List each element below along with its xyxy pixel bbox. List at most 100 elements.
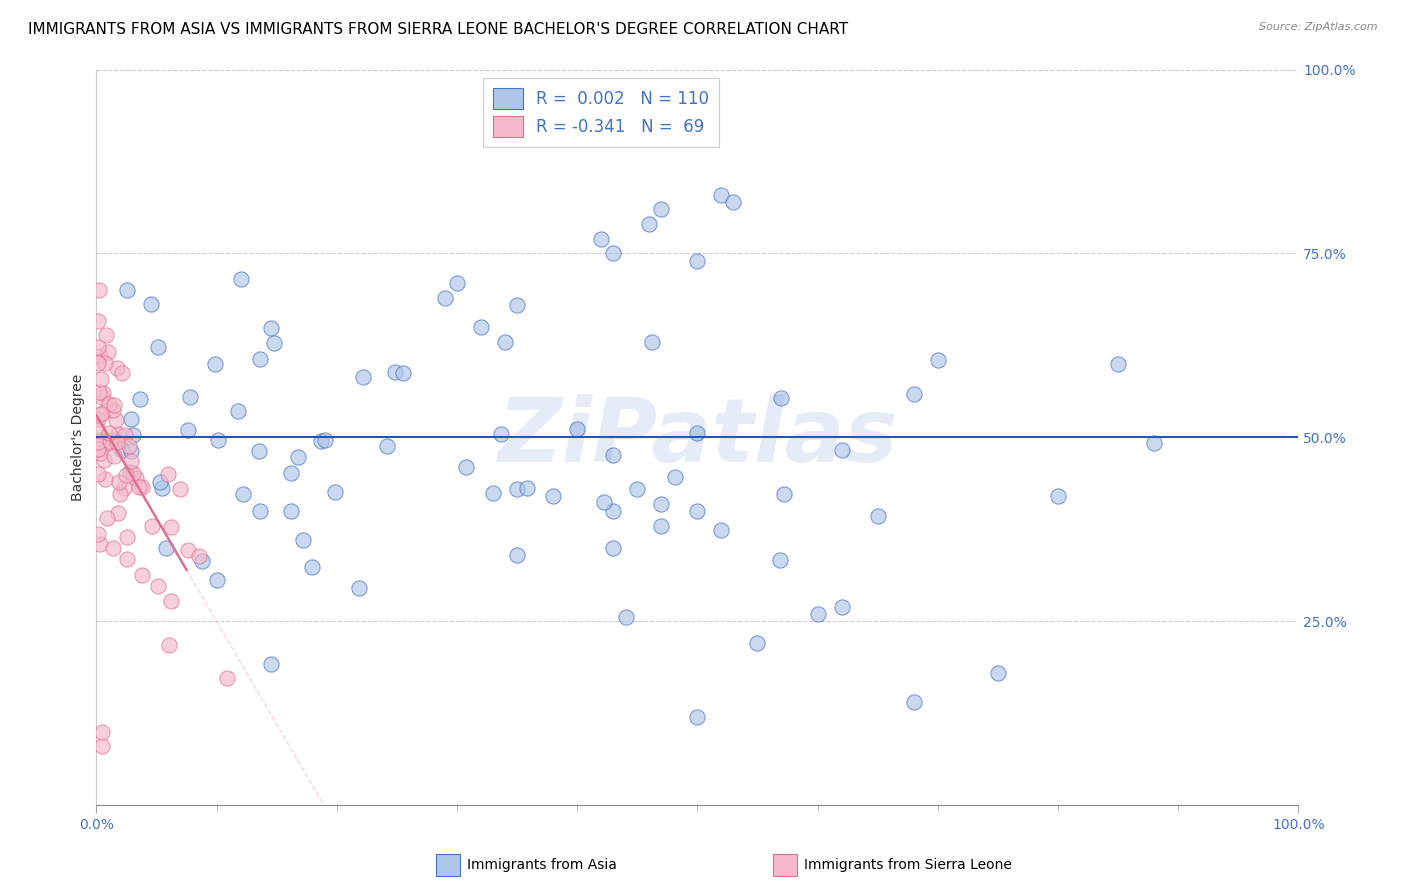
- Point: [260, 321, 283, 335]
- Point: [89, 350, 111, 364]
- Point: [263, 336, 285, 351]
- Point: [97, 397, 120, 411]
- Point: [481, 486, 503, 500]
- Point: [226, 404, 249, 418]
- Point: [177, 542, 200, 557]
- Point: [903, 695, 925, 709]
- Point: [187, 549, 209, 563]
- Point: [87, 385, 110, 400]
- Point: [866, 508, 889, 523]
- Point: [280, 466, 302, 480]
- Point: [831, 599, 853, 614]
- Point: [772, 487, 794, 501]
- Point: [107, 506, 129, 520]
- Point: [93, 386, 115, 401]
- Point: [309, 434, 332, 449]
- Point: [456, 460, 478, 475]
- Point: [1143, 436, 1166, 450]
- Point: [90, 406, 112, 420]
- Point: [169, 482, 191, 496]
- Point: [122, 466, 145, 480]
- Point: [392, 366, 415, 380]
- Point: [120, 465, 142, 479]
- Point: [98, 435, 121, 450]
- Point: [112, 481, 135, 495]
- Point: [94, 356, 117, 370]
- Point: [602, 541, 624, 555]
- Point: [86, 340, 108, 354]
- Point: [97, 344, 120, 359]
- Point: [101, 403, 124, 417]
- Point: [120, 454, 142, 468]
- Point: [103, 541, 125, 556]
- Point: [650, 518, 672, 533]
- Point: [664, 470, 686, 484]
- Point: [323, 485, 346, 500]
- Point: [90, 371, 112, 385]
- Point: [131, 567, 153, 582]
- Point: [89, 446, 111, 460]
- Point: [179, 390, 201, 404]
- Point: [155, 541, 177, 556]
- Point: [125, 471, 148, 485]
- Point: [149, 475, 172, 489]
- Point: [87, 283, 110, 297]
- Point: [111, 442, 134, 457]
- Point: [157, 638, 180, 652]
- Point: [86, 526, 108, 541]
- Point: [831, 442, 853, 457]
- Point: [87, 411, 110, 425]
- Text: Immigrants from Asia: Immigrants from Asia: [467, 858, 617, 872]
- Point: [120, 444, 142, 458]
- Point: [111, 366, 134, 380]
- Point: [710, 187, 733, 202]
- Point: [770, 391, 793, 405]
- Point: [204, 357, 226, 371]
- Y-axis label: Bachelor's Degree: Bachelor's Degree: [72, 374, 86, 501]
- Point: [602, 246, 624, 260]
- Point: [207, 433, 229, 447]
- Point: [686, 253, 709, 268]
- Point: [602, 504, 624, 518]
- Point: [115, 283, 138, 297]
- Point: [148, 579, 170, 593]
- Point: [118, 440, 141, 454]
- Point: [115, 530, 138, 544]
- Point: [710, 523, 733, 537]
- Legend: R =  0.002   N = 110, R = -0.341   N =  69: R = 0.002 N = 110, R = -0.341 N = 69: [484, 78, 720, 147]
- Point: [506, 482, 529, 496]
- Point: [291, 533, 314, 548]
- Point: [160, 519, 183, 533]
- Point: [128, 480, 150, 494]
- Point: [352, 370, 374, 384]
- Point: [516, 481, 538, 495]
- Point: [131, 480, 153, 494]
- Text: Immigrants from Sierra Leone: Immigrants from Sierra Leone: [804, 858, 1012, 872]
- Point: [593, 495, 616, 509]
- Point: [98, 434, 121, 448]
- Point: [96, 511, 118, 525]
- Point: [90, 434, 112, 449]
- Point: [86, 467, 108, 482]
- Point: [686, 425, 709, 440]
- Point: [146, 340, 169, 354]
- Point: [686, 504, 709, 518]
- Point: [565, 422, 588, 436]
- Point: [769, 553, 792, 567]
- Point: [107, 427, 129, 442]
- Point: [287, 450, 309, 464]
- Point: [229, 272, 252, 286]
- Point: [433, 291, 456, 305]
- Point: [120, 411, 142, 425]
- Point: [1046, 489, 1069, 503]
- Point: [91, 390, 114, 404]
- Point: [191, 554, 214, 568]
- Point: [314, 433, 336, 447]
- Point: [602, 448, 624, 462]
- Point: [157, 467, 180, 482]
- Point: [205, 573, 228, 587]
- Point: [114, 468, 136, 483]
- Point: [1107, 357, 1129, 371]
- Point: [541, 489, 564, 503]
- Point: [108, 475, 131, 490]
